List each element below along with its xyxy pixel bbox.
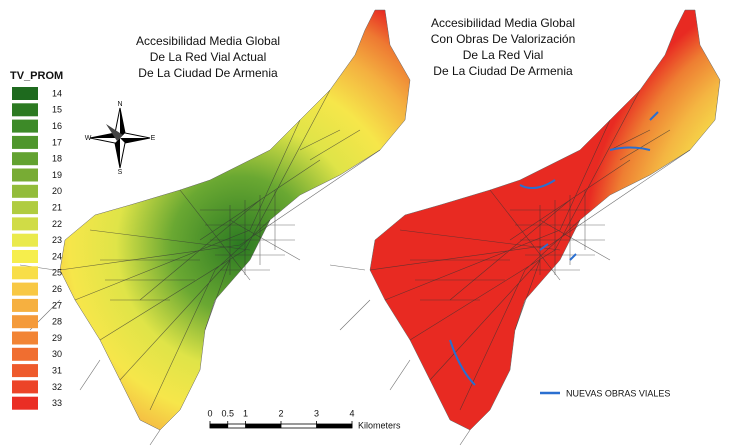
map-title: De La Ciudad De Armenia [433,64,573,78]
scale-label: 3 [314,408,319,418]
legend-swatch [12,250,38,263]
legend-label: 25 [52,268,62,278]
legend-swatch [12,396,38,410]
scale-label: 0 [207,408,212,418]
map-title: Con Obras De Valorización [431,32,576,46]
new-roads [449,111,659,386]
legend-swatch [12,119,38,133]
legend-label: 17 [52,137,62,147]
scale-segment [316,424,352,428]
legend-label: 18 [52,154,62,164]
legend-label: 16 [52,121,62,131]
legend-swatch [12,380,38,394]
legend-swatch [12,184,38,198]
new-roads-label: NUEVAS OBRAS VIALES [566,388,670,398]
compass-n: N [117,101,122,108]
legend-swatch [12,266,38,280]
legend-swatch [12,217,38,231]
map-title: Accesibilidad Media Global [136,34,280,48]
legend-label: 30 [52,349,62,359]
legend-swatch [12,168,38,182]
scale-label: 1 [243,408,248,418]
legend-swatch [12,364,38,378]
scale-segment [245,424,281,428]
legend-label: 24 [52,251,62,261]
legend-label: 14 [52,88,62,98]
compass-w: W [85,135,92,142]
scale-label: 0.5 [221,408,234,418]
legend-label: 19 [52,170,62,180]
scale-label: 2 [278,408,283,418]
compass-s: S [118,169,123,176]
scale-label: 4 [349,408,354,418]
legend-label: 21 [52,202,62,212]
legend-label: 32 [52,382,62,392]
legend-label: 29 [52,333,62,343]
legend-swatch [12,315,38,329]
legend-label: 20 [52,186,62,196]
map-title: Accesibilidad Media Global [431,16,575,30]
legend-label: 26 [52,284,62,294]
legend-title: TV_PROM [10,70,63,82]
legend-label: 23 [52,235,62,245]
legend-swatch [12,135,38,149]
legend-swatch [12,298,38,312]
scale-unit: Kilometers [358,420,401,430]
map-title: De La Red Vial Actual [150,50,267,64]
legend-label: 22 [52,219,62,229]
map-title: De La Red Vial [463,48,544,62]
legend-swatch [12,233,38,247]
map-title: De La Ciudad De Armenia [138,66,278,80]
legend-swatch [12,87,38,100]
scale-segment [210,424,228,428]
legend-swatch [12,152,38,166]
legend-label: 15 [52,105,62,115]
legend-swatch [12,201,38,215]
legend-swatch [12,282,38,296]
compass [89,107,151,169]
legend-label: 31 [52,365,62,375]
legend-swatch [12,347,38,361]
legend-label: 28 [52,317,62,327]
legend-label: 27 [52,300,62,310]
legend-swatch [12,331,38,345]
legend-label: 33 [52,398,62,408]
legend-swatch [12,103,38,117]
compass-e: E [151,135,156,142]
